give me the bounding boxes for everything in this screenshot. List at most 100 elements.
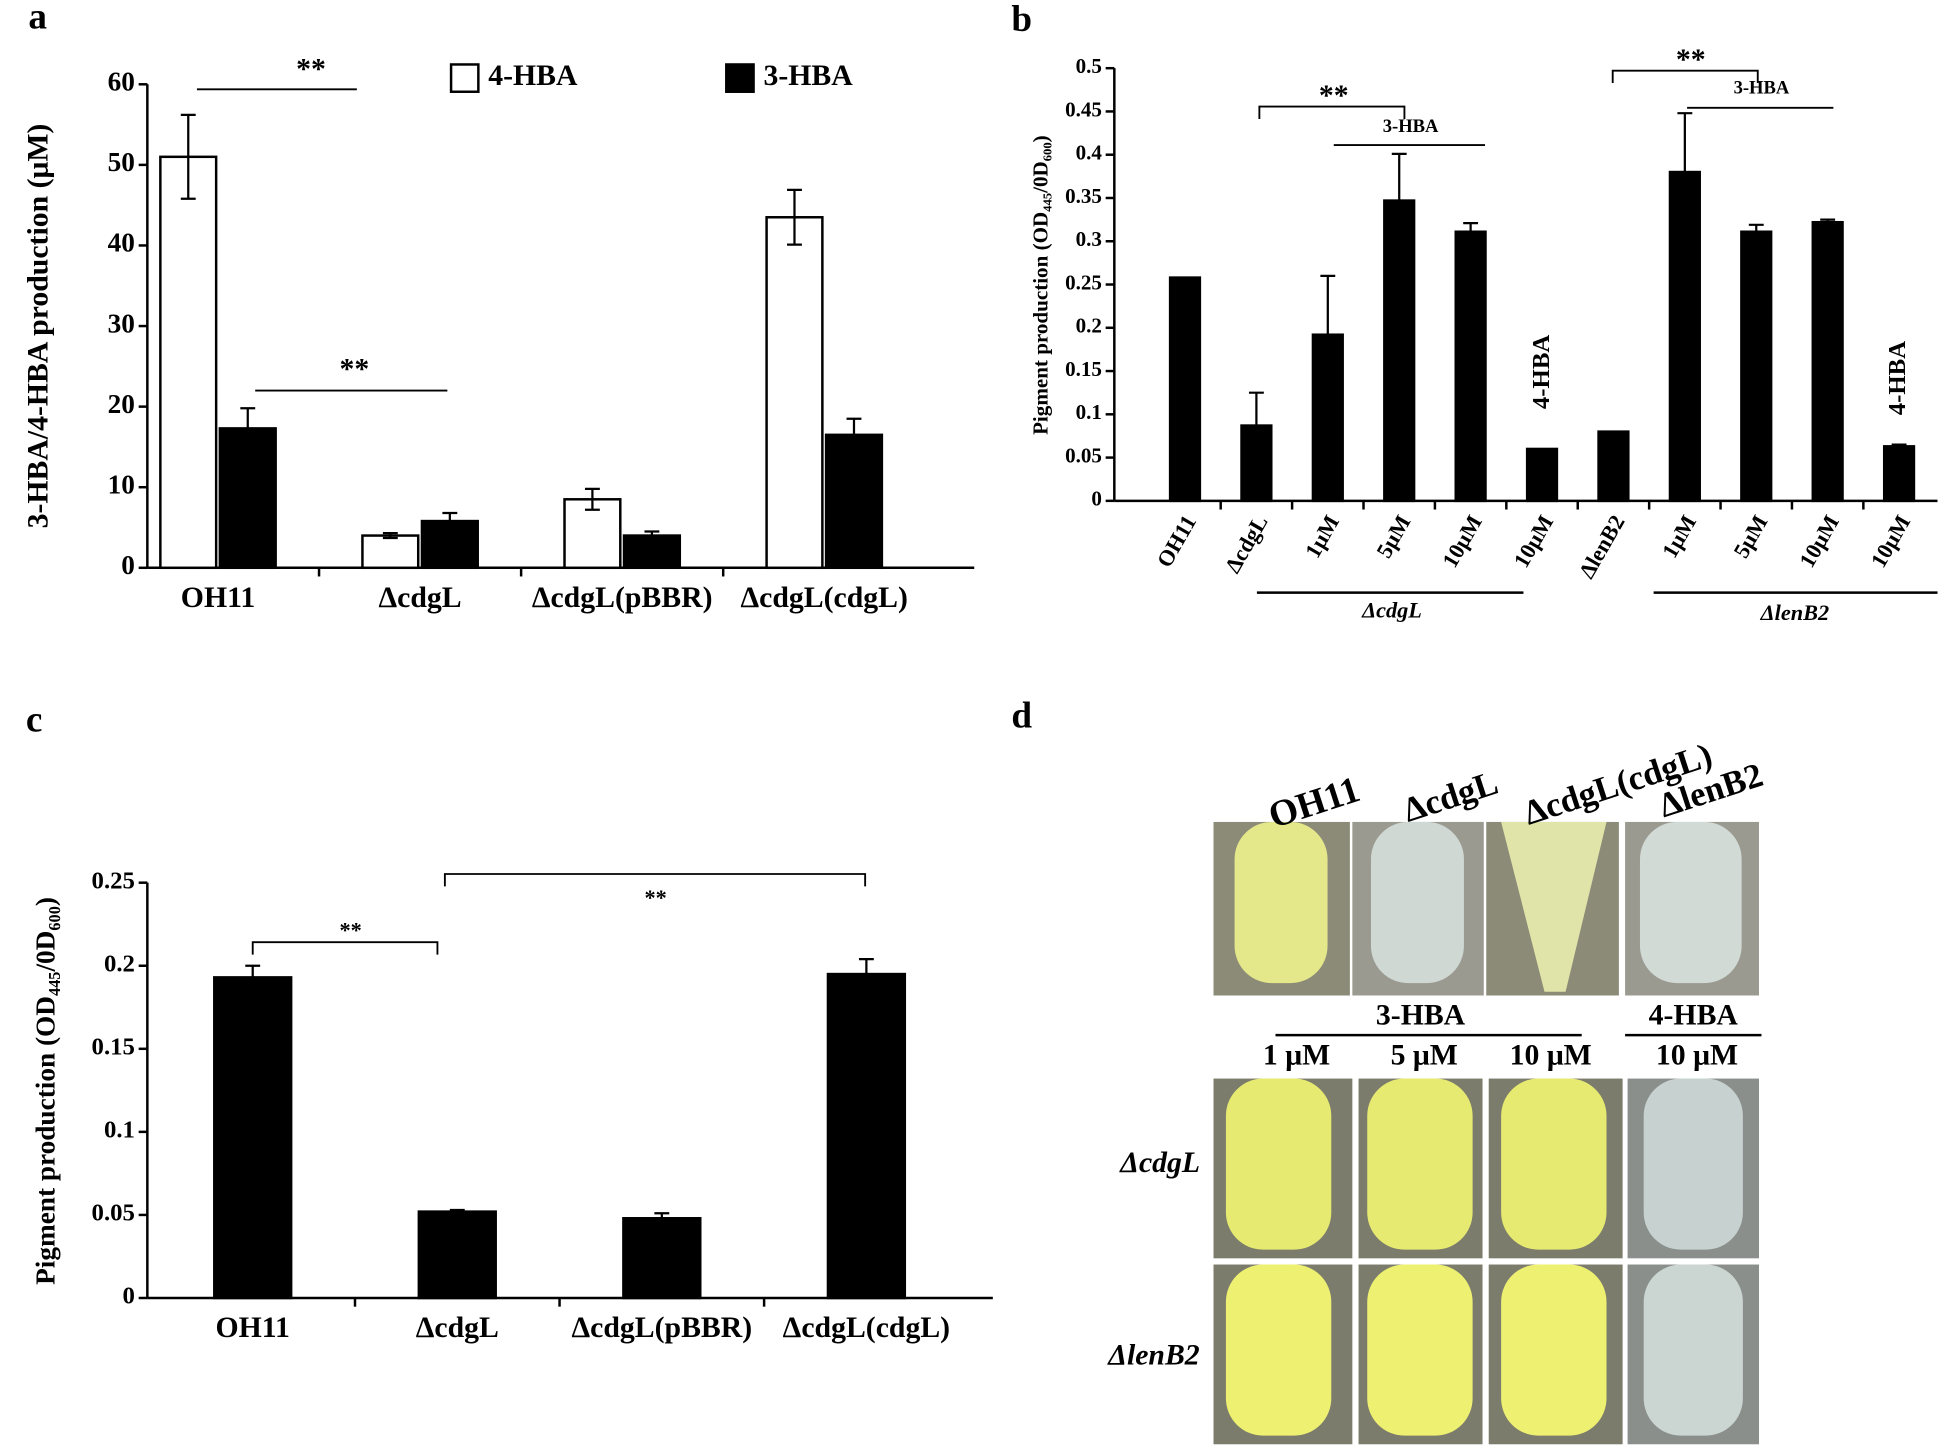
y-axis-label: 3-HBA/4-HBA production (μM): [22, 124, 55, 529]
x-tick-label: OH11: [181, 581, 255, 614]
x-tick-label: 5μM: [1371, 511, 1415, 562]
y-tick-label: 0: [123, 1283, 135, 1310]
x-tick-label: ΔcdgL(cdgL): [741, 581, 908, 614]
error-bar: [787, 188, 802, 246]
annotation: **: [340, 353, 370, 386]
error-bar: [180, 113, 196, 200]
x-tick-label: 5μM: [1728, 511, 1772, 562]
tube: [1370, 821, 1464, 984]
y-tick-label: 0.25: [1065, 270, 1102, 294]
bar: [417, 1210, 497, 1300]
tube: [1501, 821, 1607, 992]
error-bar: [1320, 274, 1336, 335]
error-bar: [240, 407, 256, 450]
error-bar: [1391, 152, 1407, 201]
y-tick-label: 30: [108, 308, 135, 338]
error-bar: [846, 417, 862, 453]
legend-label: 4-HBA: [488, 59, 578, 92]
y-tick-label: 0.3: [1076, 227, 1102, 251]
bar: [1525, 447, 1559, 503]
bar: [826, 972, 907, 1300]
error-bar: [245, 964, 261, 978]
y-tick-label: 0.15: [92, 1033, 135, 1060]
tube: [1234, 821, 1328, 984]
x-tick-label: 10μM: [1437, 511, 1487, 572]
annotation: **: [340, 917, 362, 942]
y-tick-label: 50: [108, 147, 135, 177]
bar: [765, 216, 824, 570]
concentration-label: 1 μM: [1263, 1038, 1330, 1071]
y-tick-label: 0.15: [1065, 357, 1102, 381]
group-label: ΔlenB2: [1760, 600, 1830, 625]
legend-swatch: [449, 63, 480, 93]
bar: [1168, 276, 1202, 503]
y-axis-label: Pigment production (OD₄₄₅/0D₆₀₀): [30, 897, 60, 1285]
y-tick-label: 0.25: [92, 867, 135, 894]
y-axis-label: Pigment production (OD₄₄₅/0D₆₀₀): [1028, 135, 1052, 435]
row-label: ΔcdgL: [1119, 1146, 1200, 1179]
error-bar: [382, 532, 398, 540]
photo-row: [1213, 1078, 1759, 1445]
bar: [1311, 333, 1344, 503]
bar: [213, 976, 293, 1300]
x-tick-label: 1μM: [1300, 511, 1344, 562]
x-tick-label: ΔcdgL(pBBR): [572, 1311, 753, 1344]
error-bar: [644, 530, 660, 541]
concentration-label: 10 μM: [1656, 1038, 1738, 1071]
annotation: **: [644, 885, 666, 910]
x-tick-label: ΔcdgL: [379, 581, 462, 614]
y-tick-label: 10: [108, 469, 135, 499]
error-bar: [1891, 443, 1907, 447]
bar: [1383, 199, 1416, 503]
x-tick-label: 10μM: [1794, 511, 1844, 572]
y-tick-label: 0.35: [1065, 184, 1102, 208]
annotation-bracket: [443, 873, 867, 887]
error-bar: [584, 487, 600, 511]
error-bar: [654, 1212, 670, 1219]
y-tick-label: 0.2: [1076, 314, 1102, 338]
y-tick-label: 0: [1091, 487, 1102, 511]
bar: [159, 155, 218, 570]
treatment-label: 4-HBA: [1649, 999, 1739, 1032]
bar: [622, 1217, 702, 1300]
group-label: ΔcdgL: [1361, 598, 1422, 623]
annotation: 4-HBA: [1528, 335, 1555, 409]
bar: [1668, 170, 1701, 503]
bar: [1740, 230, 1773, 503]
x-tick-label: 1μM: [1657, 511, 1701, 562]
y-tick-label: 40: [108, 228, 135, 258]
bar: [824, 433, 884, 570]
error-bar: [1463, 221, 1479, 232]
y-tick-label: 60: [108, 67, 135, 97]
panel-label: a: [28, 0, 47, 37]
x-tick-label: ΔcdgL(cdgL): [783, 1311, 950, 1344]
legend-swatch: [725, 63, 755, 93]
row-label: ΔlenB2: [1107, 1338, 1200, 1371]
error-bar: [449, 1208, 465, 1212]
bar: [1882, 445, 1916, 503]
concentration-label: 10 μM: [1510, 1038, 1592, 1071]
y-tick-label: 0.5: [1076, 54, 1102, 78]
error-bar: [1748, 223, 1764, 232]
y-tick-label: 0.45: [1065, 97, 1102, 121]
annotation: **: [296, 53, 326, 86]
x-tick-label: ΔlenB2: [1574, 511, 1630, 583]
x-tick-label: ΔcdgL: [1220, 511, 1273, 577]
legend-label: 3-HBA: [763, 59, 853, 92]
x-tick-label: 10μM: [1866, 511, 1916, 572]
annotation-bracket: [251, 941, 439, 955]
panel-label: d: [1011, 696, 1032, 737]
column-label: ΔcdgL: [1398, 763, 1502, 830]
bar: [218, 427, 277, 570]
error-bar: [1677, 112, 1693, 173]
error-bar: [1820, 218, 1836, 223]
annotation: 3-HBA: [1734, 78, 1790, 99]
y-tick-label: 0.1: [104, 1117, 135, 1144]
panel-label: b: [1011, 0, 1032, 40]
y-tick-label: 0.05: [92, 1200, 135, 1227]
x-tick-label: OH11: [216, 1311, 290, 1344]
error-bar: [858, 957, 874, 975]
annotation-bracket: [1258, 105, 1406, 120]
tube: [1639, 821, 1742, 984]
